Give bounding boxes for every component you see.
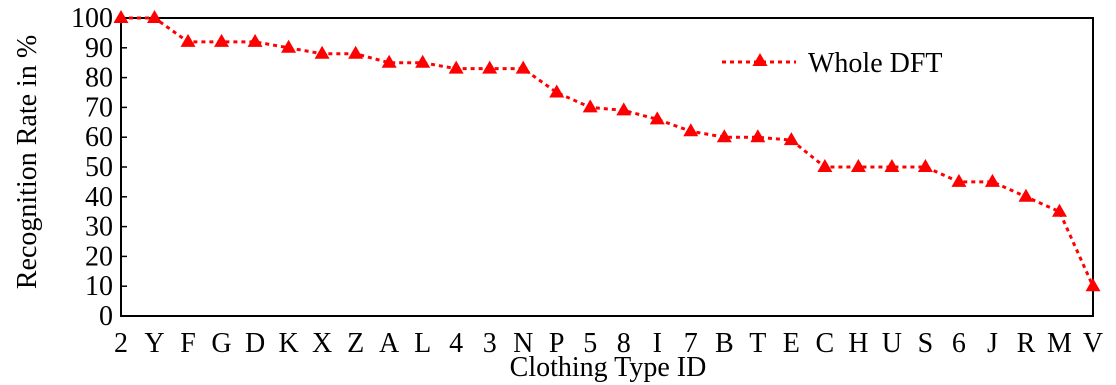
- x-tick-label: N: [513, 328, 533, 359]
- data-point: [482, 60, 498, 74]
- x-tick-label: F: [180, 328, 196, 359]
- x-tick-label: B: [715, 328, 734, 359]
- x-tick-label: G: [211, 328, 231, 359]
- x-tick-label: M: [1047, 328, 1072, 359]
- data-point: [1085, 278, 1101, 292]
- y-tick-label: 20: [85, 241, 113, 272]
- series-layer: [113, 10, 1101, 292]
- x-tick-label: V: [1083, 328, 1103, 359]
- data-point: [415, 54, 431, 68]
- y-tick-label: 80: [85, 63, 113, 94]
- data-point: [214, 33, 230, 47]
- x-tick-label: 7: [684, 328, 698, 359]
- y-tick-label: 90: [85, 33, 113, 64]
- data-point: [783, 132, 799, 146]
- data-point: [549, 84, 565, 98]
- x-tick-label: P: [549, 328, 565, 359]
- data-point: [616, 102, 632, 116]
- data-point: [750, 129, 766, 143]
- x-tick-label: 5: [583, 328, 597, 359]
- data-point: [515, 60, 531, 74]
- y-tick-label: 40: [85, 182, 113, 213]
- data-point: [683, 123, 699, 137]
- y-axis-title: Recognition Rate in %: [12, 35, 43, 289]
- x-tick-label: H: [848, 328, 868, 359]
- x-tick-label: 8: [617, 328, 631, 359]
- plot-frame: [120, 17, 1094, 317]
- x-tick-label: C: [816, 328, 835, 359]
- x-tick-label: R: [1017, 328, 1036, 359]
- data-point: [817, 159, 833, 172]
- data-point: [917, 159, 933, 172]
- data-point: [850, 159, 866, 172]
- y-tick-label: 50: [85, 152, 113, 183]
- y-tick-label: 0: [99, 301, 113, 332]
- x-tick-label: A: [379, 328, 400, 359]
- data-point: [951, 173, 967, 187]
- data-point: [348, 45, 364, 59]
- x-tick-label: T: [749, 328, 766, 359]
- data-point: [1051, 203, 1067, 217]
- data-point: [247, 33, 263, 47]
- x-axis-title: Clothing Type ID: [510, 352, 707, 383]
- data-point: [281, 39, 297, 53]
- y-tick-label: 100: [71, 3, 113, 34]
- legend-label: Whole DFT: [808, 48, 943, 79]
- x-tick-label: X: [312, 328, 332, 359]
- data-point: [448, 60, 464, 74]
- x-tick-label: U: [882, 328, 902, 359]
- x-tick-label: E: [783, 328, 800, 359]
- y-tick-label: 70: [85, 92, 113, 123]
- x-tick-label: Y: [144, 328, 164, 359]
- y-tick-label: 10: [85, 271, 113, 302]
- data-point: [113, 10, 129, 23]
- x-tick-label: J: [987, 328, 998, 359]
- x-tick-label: 2: [114, 328, 128, 359]
- x-tick-label: I: [653, 328, 662, 359]
- x-tick-label: K: [278, 328, 298, 359]
- x-tick-label: D: [245, 328, 265, 359]
- x-tick-label: 4: [449, 328, 463, 359]
- x-tick-label: Z: [347, 328, 364, 359]
- y-tick-label: 60: [85, 122, 113, 153]
- x-tick-label: S: [918, 328, 934, 359]
- y-tick-label: 30: [85, 212, 113, 243]
- data-point: [314, 45, 330, 59]
- series-line: [121, 16, 1095, 287]
- data-point: [649, 111, 665, 125]
- data-point: [180, 33, 196, 47]
- x-tick-label: 3: [483, 328, 497, 359]
- data-point: [147, 10, 163, 23]
- legend: Whole DFT: [722, 48, 943, 79]
- data-point: [984, 173, 1000, 187]
- data-point: [582, 99, 598, 113]
- x-tick-label: 6: [952, 328, 966, 359]
- legend-marker: [752, 53, 768, 66]
- data-point: [716, 129, 732, 143]
- data-point: [381, 54, 397, 68]
- x-tick-label: L: [414, 328, 431, 359]
- data-point: [1018, 188, 1034, 202]
- data-point: [884, 159, 900, 172]
